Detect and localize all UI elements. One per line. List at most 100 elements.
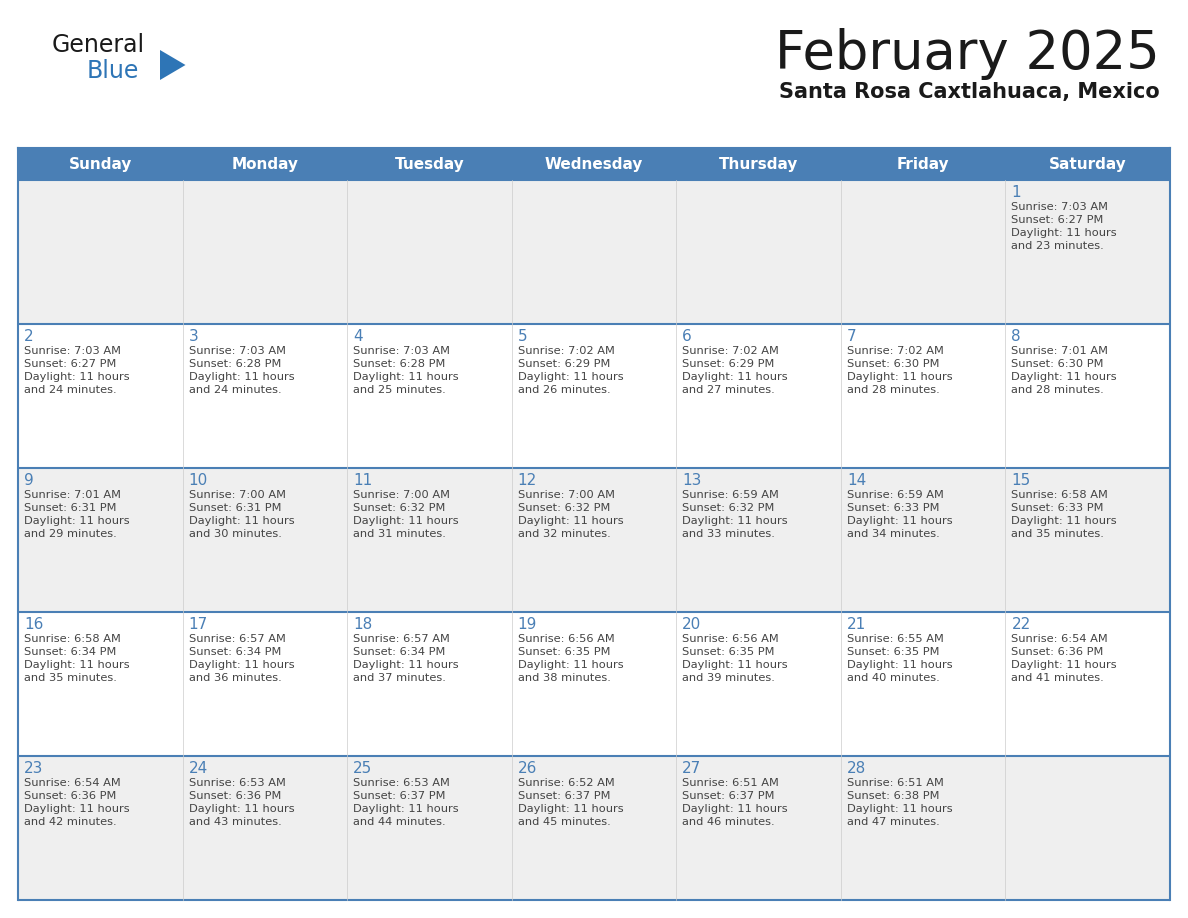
Text: Sunrise: 7:00 AM: Sunrise: 7:00 AM [189,490,285,500]
Text: Sunset: 6:36 PM: Sunset: 6:36 PM [24,791,116,801]
Text: Sunset: 6:37 PM: Sunset: 6:37 PM [682,791,775,801]
Text: and 46 minutes.: and 46 minutes. [682,817,775,827]
Text: 25: 25 [353,761,372,776]
Text: 22: 22 [1011,617,1031,632]
Text: Daylight: 11 hours: Daylight: 11 hours [847,516,953,526]
Text: Sunset: 6:34 PM: Sunset: 6:34 PM [24,647,116,657]
Text: Sunrise: 6:58 AM: Sunrise: 6:58 AM [1011,490,1108,500]
Text: and 44 minutes.: and 44 minutes. [353,817,446,827]
Text: and 24 minutes.: and 24 minutes. [189,385,282,395]
Text: Sunrise: 7:03 AM: Sunrise: 7:03 AM [353,346,450,356]
Text: and 34 minutes.: and 34 minutes. [847,529,940,539]
Text: Sunset: 6:33 PM: Sunset: 6:33 PM [847,503,940,513]
Text: Sunset: 6:34 PM: Sunset: 6:34 PM [189,647,280,657]
Text: 26: 26 [518,761,537,776]
Text: Sunrise: 6:53 AM: Sunrise: 6:53 AM [189,778,285,788]
Text: Sunset: 6:30 PM: Sunset: 6:30 PM [1011,359,1104,369]
Text: 1: 1 [1011,185,1020,200]
Text: Daylight: 11 hours: Daylight: 11 hours [353,516,459,526]
Text: Daylight: 11 hours: Daylight: 11 hours [353,660,459,670]
Text: Sunrise: 6:54 AM: Sunrise: 6:54 AM [1011,634,1108,644]
Text: Daylight: 11 hours: Daylight: 11 hours [353,372,459,382]
Text: 24: 24 [189,761,208,776]
Text: 6: 6 [682,329,693,344]
Bar [18,468,1170,612]
Text: Daylight: 11 hours: Daylight: 11 hours [353,804,459,814]
Text: Sunset: 6:36 PM: Sunset: 6:36 PM [189,791,280,801]
Text: and 38 minutes.: and 38 minutes. [518,673,611,683]
Text: Sunrise: 6:54 AM: Sunrise: 6:54 AM [24,778,121,788]
Text: and 35 minutes.: and 35 minutes. [24,673,116,683]
Text: and 32 minutes.: and 32 minutes. [518,529,611,539]
Text: Sunset: 6:28 PM: Sunset: 6:28 PM [353,359,446,369]
Text: Daylight: 11 hours: Daylight: 11 hours [1011,516,1117,526]
Text: 15: 15 [1011,473,1031,488]
Text: 18: 18 [353,617,372,632]
Text: Sunset: 6:37 PM: Sunset: 6:37 PM [518,791,611,801]
Text: Sunset: 6:36 PM: Sunset: 6:36 PM [1011,647,1104,657]
Text: Daylight: 11 hours: Daylight: 11 hours [189,660,295,670]
Text: Sunset: 6:30 PM: Sunset: 6:30 PM [847,359,940,369]
Text: Daylight: 11 hours: Daylight: 11 hours [1011,228,1117,238]
Text: Daylight: 11 hours: Daylight: 11 hours [189,372,295,382]
Text: Sunrise: 7:00 AM: Sunrise: 7:00 AM [518,490,614,500]
Bar [18,324,1170,468]
Bar [18,180,1170,324]
Text: Friday: Friday [897,156,949,172]
Text: Daylight: 11 hours: Daylight: 11 hours [847,804,953,814]
Text: Sunset: 6:37 PM: Sunset: 6:37 PM [353,791,446,801]
Text: and 43 minutes.: and 43 minutes. [189,817,282,827]
Text: 11: 11 [353,473,372,488]
Text: 14: 14 [847,473,866,488]
Text: Daylight: 11 hours: Daylight: 11 hours [847,372,953,382]
Text: Sunrise: 7:03 AM: Sunrise: 7:03 AM [189,346,285,356]
Bar [18,756,1170,900]
Text: Sunset: 6:31 PM: Sunset: 6:31 PM [24,503,116,513]
Text: Monday: Monday [232,156,298,172]
Text: Sunday: Sunday [69,156,132,172]
Text: Blue: Blue [87,59,139,83]
Text: Daylight: 11 hours: Daylight: 11 hours [24,804,129,814]
Text: and 37 minutes.: and 37 minutes. [353,673,446,683]
Text: and 41 minutes.: and 41 minutes. [1011,673,1104,683]
Text: Sunrise: 6:56 AM: Sunrise: 6:56 AM [682,634,779,644]
Text: 20: 20 [682,617,702,632]
Text: Daylight: 11 hours: Daylight: 11 hours [682,372,788,382]
Text: Sunrise: 7:00 AM: Sunrise: 7:00 AM [353,490,450,500]
Text: Daylight: 11 hours: Daylight: 11 hours [1011,660,1117,670]
Text: and 40 minutes.: and 40 minutes. [847,673,940,683]
Text: and 27 minutes.: and 27 minutes. [682,385,775,395]
Text: Sunset: 6:31 PM: Sunset: 6:31 PM [189,503,282,513]
Polygon shape [160,50,185,80]
Text: 7: 7 [847,329,857,344]
Text: Daylight: 11 hours: Daylight: 11 hours [518,804,624,814]
Text: Sunset: 6:33 PM: Sunset: 6:33 PM [1011,503,1104,513]
Text: 9: 9 [24,473,33,488]
Text: and 26 minutes.: and 26 minutes. [518,385,611,395]
Text: Sunrise: 7:02 AM: Sunrise: 7:02 AM [682,346,779,356]
Text: Sunset: 6:27 PM: Sunset: 6:27 PM [1011,215,1104,225]
Text: Daylight: 11 hours: Daylight: 11 hours [518,516,624,526]
Text: Daylight: 11 hours: Daylight: 11 hours [518,660,624,670]
Text: 10: 10 [189,473,208,488]
Bar [18,612,1170,756]
Text: 16: 16 [24,617,44,632]
Text: and 28 minutes.: and 28 minutes. [847,385,940,395]
Text: 3: 3 [189,329,198,344]
Text: Wednesday: Wednesday [545,156,643,172]
Text: Sunset: 6:28 PM: Sunset: 6:28 PM [189,359,280,369]
Text: Daylight: 11 hours: Daylight: 11 hours [682,516,788,526]
Text: and 42 minutes.: and 42 minutes. [24,817,116,827]
Text: Sunset: 6:35 PM: Sunset: 6:35 PM [847,647,940,657]
Text: Sunset: 6:29 PM: Sunset: 6:29 PM [682,359,775,369]
Text: Sunset: 6:32 PM: Sunset: 6:32 PM [353,503,446,513]
Text: February 2025: February 2025 [776,28,1159,80]
Text: Sunrise: 7:03 AM: Sunrise: 7:03 AM [24,346,121,356]
Text: Daylight: 11 hours: Daylight: 11 hours [847,660,953,670]
Text: Sunrise: 7:03 AM: Sunrise: 7:03 AM [1011,202,1108,212]
Text: 2: 2 [24,329,33,344]
Text: and 45 minutes.: and 45 minutes. [518,817,611,827]
Text: Sunrise: 6:53 AM: Sunrise: 6:53 AM [353,778,450,788]
Text: Sunset: 6:27 PM: Sunset: 6:27 PM [24,359,116,369]
Text: Daylight: 11 hours: Daylight: 11 hours [24,660,129,670]
